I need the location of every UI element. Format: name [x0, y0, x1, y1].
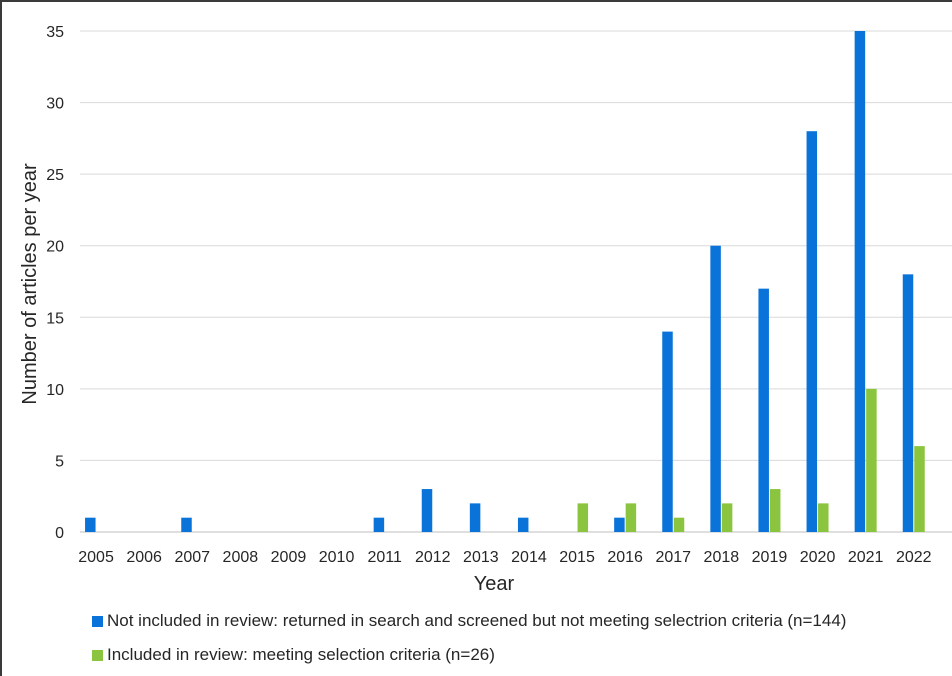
y-tick-label: 15 — [46, 310, 64, 327]
bar-included-2020 — [818, 503, 829, 532]
bar-not-included-2018 — [710, 245, 721, 532]
x-tick-label-2022: 2022 — [896, 549, 932, 566]
legend-label-not-included: Not included in review: returned in sear… — [107, 611, 847, 630]
bar-not-included-2019 — [758, 288, 769, 532]
x-tick-label-2005: 2005 — [78, 549, 114, 566]
bar-included-2017 — [673, 517, 685, 532]
x-tick-label-2007: 2007 — [174, 549, 210, 566]
bar-included-2022 — [914, 446, 925, 532]
x-tick-label-2011: 2011 — [367, 549, 402, 566]
x-tick-label-2010: 2010 — [319, 549, 355, 566]
bar-not-included-2005 — [85, 517, 96, 532]
bar-included-2016 — [625, 503, 637, 532]
x-axis-label: Year — [474, 573, 515, 595]
y-axis-ticks: 0 5 10 15 20 25 30 35 — [46, 24, 64, 542]
bar-included-2019 — [769, 489, 781, 532]
x-tick-label-2018: 2018 — [704, 549, 740, 566]
y-tick-label: 5 — [55, 453, 64, 470]
x-tick-label-2009: 2009 — [271, 549, 307, 566]
bar-not-included-2022 — [902, 274, 914, 532]
legend-swatch-included — [92, 649, 103, 661]
bar-not-included-2014 — [517, 517, 529, 532]
bar-not-included-2017 — [662, 331, 673, 532]
x-tick-label-2006: 2006 — [126, 549, 162, 566]
legend-label-included: Included in review: meeting selection cr… — [107, 645, 495, 664]
bar-not-included-2020 — [806, 131, 818, 532]
bar-not-included-2011 — [373, 517, 385, 532]
x-tick-label-2017: 2017 — [655, 549, 691, 566]
x-tick-label-2016: 2016 — [607, 549, 643, 566]
x-axis-ticks: 2005 2006 2007 2008 2009 2010 2011 2012 2013 2014… — [78, 549, 931, 566]
x-tick-label-2013: 2013 — [463, 549, 499, 566]
y-tick-label: 10 — [46, 382, 64, 399]
bar-included-2015 — [577, 503, 589, 532]
bar-included-2018 — [721, 503, 733, 532]
bar-not-included-2021 — [854, 31, 866, 532]
x-tick-label-2021: 2021 — [848, 549, 884, 566]
legend-swatch-not-included — [92, 615, 103, 627]
y-tick-label: 30 — [46, 96, 64, 113]
y-tick-label: 20 — [46, 239, 64, 256]
x-tick-label-2014: 2014 — [511, 549, 547, 566]
y-tick-label: 0 — [55, 525, 64, 542]
y-axis-label: Number of articles per year — [19, 163, 41, 405]
bar-not-included-2012 — [421, 489, 433, 532]
x-tick-label-2019: 2019 — [752, 549, 788, 566]
x-tick-label-2008: 2008 — [223, 549, 259, 566]
y-tick-label: 35 — [46, 24, 64, 41]
x-tick-label-2015: 2015 — [559, 549, 595, 566]
bar-not-included-2007 — [181, 517, 192, 532]
legend-item-included: Included in review: meeting selection cr… — [92, 645, 495, 665]
gridlines — [80, 30, 952, 533]
bar-not-included-2013 — [469, 503, 481, 532]
y-tick-label: 25 — [46, 167, 64, 184]
legend-item-not-included: Not included in review: returned in sear… — [92, 611, 846, 631]
bar-included-2021 — [866, 388, 877, 532]
x-tick-label-2012: 2012 — [415, 549, 451, 566]
bars — [85, 31, 925, 532]
bar-not-included-2016 — [614, 517, 625, 532]
x-tick-label-2020: 2020 — [800, 549, 836, 566]
